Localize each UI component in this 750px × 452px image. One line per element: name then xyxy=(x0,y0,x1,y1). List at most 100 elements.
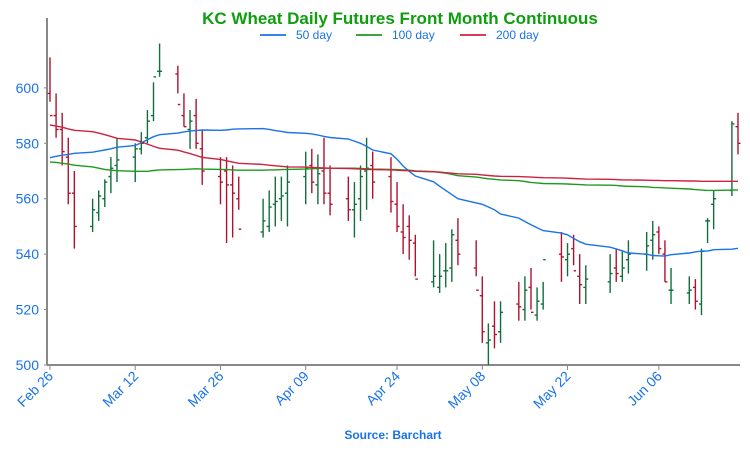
x-tick-label: Apr 09 xyxy=(271,368,312,409)
ohlc-bar xyxy=(230,165,236,238)
ohlc-bar xyxy=(571,234,577,272)
ohlc-bar xyxy=(53,93,59,138)
ohlc-bar xyxy=(577,254,583,305)
ohlc-bar xyxy=(516,281,522,321)
chart-source: Source: Barchart xyxy=(344,428,441,442)
y-tick-label: 520 xyxy=(16,302,40,318)
x-tick-label: Feb 26 xyxy=(14,368,56,410)
ohlc-bars xyxy=(47,43,741,365)
series-line-200-day xyxy=(49,124,738,183)
y-tick-label: 600 xyxy=(16,80,40,96)
ohlc-bar xyxy=(540,258,546,310)
ohlc-bar xyxy=(558,231,564,282)
legend-label: 200 day xyxy=(496,28,539,42)
ohlc-bar xyxy=(431,240,437,288)
ohlc-bar xyxy=(692,279,698,310)
ohlc-bar xyxy=(583,265,589,305)
moving-average-lines xyxy=(49,124,739,257)
ohlc-bar xyxy=(607,254,613,293)
ohlc-bar xyxy=(144,110,150,144)
ohlc-bar xyxy=(351,182,357,238)
ohlc-bar xyxy=(132,143,138,183)
ohlc-bar xyxy=(278,176,284,221)
ohlc-bar xyxy=(406,215,412,260)
ohlc-bar xyxy=(668,268,674,305)
ohlc-bar xyxy=(522,276,528,321)
ohlc-bar xyxy=(644,231,650,271)
x-tick-label: May 22 xyxy=(530,368,574,412)
ohlc-bar xyxy=(388,157,394,213)
x-tick-label: Apr 24 xyxy=(363,368,404,409)
ohlc-bar xyxy=(437,254,443,293)
ohlc-bar xyxy=(65,137,71,205)
ohlc-bar xyxy=(412,234,418,280)
ohlc-bar xyxy=(394,182,400,232)
ohlc-bar xyxy=(625,240,631,274)
ohlc-bar xyxy=(284,165,290,227)
x-tick-label: May 08 xyxy=(445,368,489,412)
y-axis: 500 520 540 560 580 600 xyxy=(16,18,48,373)
x-tick-label: Mar 12 xyxy=(99,368,141,410)
ohlc-bar xyxy=(534,287,540,321)
ohlc-bar xyxy=(345,176,351,221)
ohlc-bar xyxy=(619,251,625,282)
ohlc-bar xyxy=(71,171,77,249)
ohlc-bar xyxy=(449,229,455,282)
y-tick-label: 560 xyxy=(16,191,40,207)
ohlc-bar xyxy=(181,93,187,128)
series-line-100-day xyxy=(49,161,739,192)
ohlc-bar xyxy=(157,43,163,77)
ohlc-bar xyxy=(528,268,534,314)
legend-item: 200 day xyxy=(460,28,539,42)
ohlc-bar xyxy=(485,323,491,365)
legend-label: 100 day xyxy=(392,28,435,42)
ohlc-bar xyxy=(400,204,406,255)
ohlc-bar xyxy=(650,220,656,260)
y-tick-label: 500 xyxy=(16,357,40,373)
ohlc-bar xyxy=(114,137,120,183)
ohlc-bar xyxy=(272,176,278,227)
ohlc-bar xyxy=(309,148,315,194)
legend: 50 day 100 day 200 day xyxy=(260,28,539,42)
chart-title: KC Wheat Daily Futures Front Month Conti… xyxy=(202,9,598,28)
ohlc-bar xyxy=(96,190,102,221)
ohlc-bar xyxy=(479,276,485,343)
ohlc-bar xyxy=(735,112,741,155)
ohlc-bar xyxy=(473,240,479,291)
ohlc-bar xyxy=(698,248,704,316)
ohlc-bar xyxy=(187,110,193,149)
ohlc-bar xyxy=(656,226,662,255)
ohlc-bar xyxy=(443,243,449,288)
ohlc-bar xyxy=(217,157,223,205)
ohlc-bar xyxy=(498,301,504,343)
ohlc-bar xyxy=(151,76,157,122)
y-tick-label: 580 xyxy=(16,135,40,151)
ohlc-bar xyxy=(90,198,96,232)
ohlc-bar xyxy=(613,248,619,282)
ohlc-bar xyxy=(491,301,497,349)
ohlc-bar xyxy=(193,98,199,149)
ohlc-bar xyxy=(303,151,309,205)
ohlc-bar xyxy=(662,240,668,283)
ohlc-bar xyxy=(315,154,321,205)
ohlc-bar xyxy=(175,65,181,106)
x-tick-label: Jun 06 xyxy=(624,368,665,409)
ohlc-bar xyxy=(455,218,461,266)
ohlc-bar xyxy=(224,157,230,244)
legend-item: 100 day xyxy=(356,28,435,42)
series-line-50-day xyxy=(49,127,739,257)
ohlc-bar xyxy=(370,151,376,199)
ohlc-bar xyxy=(266,190,272,232)
ohlc-bar xyxy=(364,137,370,210)
y-tick-label: 540 xyxy=(16,246,40,262)
ohlc-bar xyxy=(59,112,65,166)
legend-label: 50 day xyxy=(296,28,332,42)
ohlc-bar xyxy=(47,57,53,117)
ohlc-bar xyxy=(102,179,108,208)
ohlc-bar xyxy=(236,176,242,230)
ohlc-bar xyxy=(358,165,364,221)
ohlc-bar xyxy=(327,165,333,216)
ohlc-bar xyxy=(729,121,735,196)
